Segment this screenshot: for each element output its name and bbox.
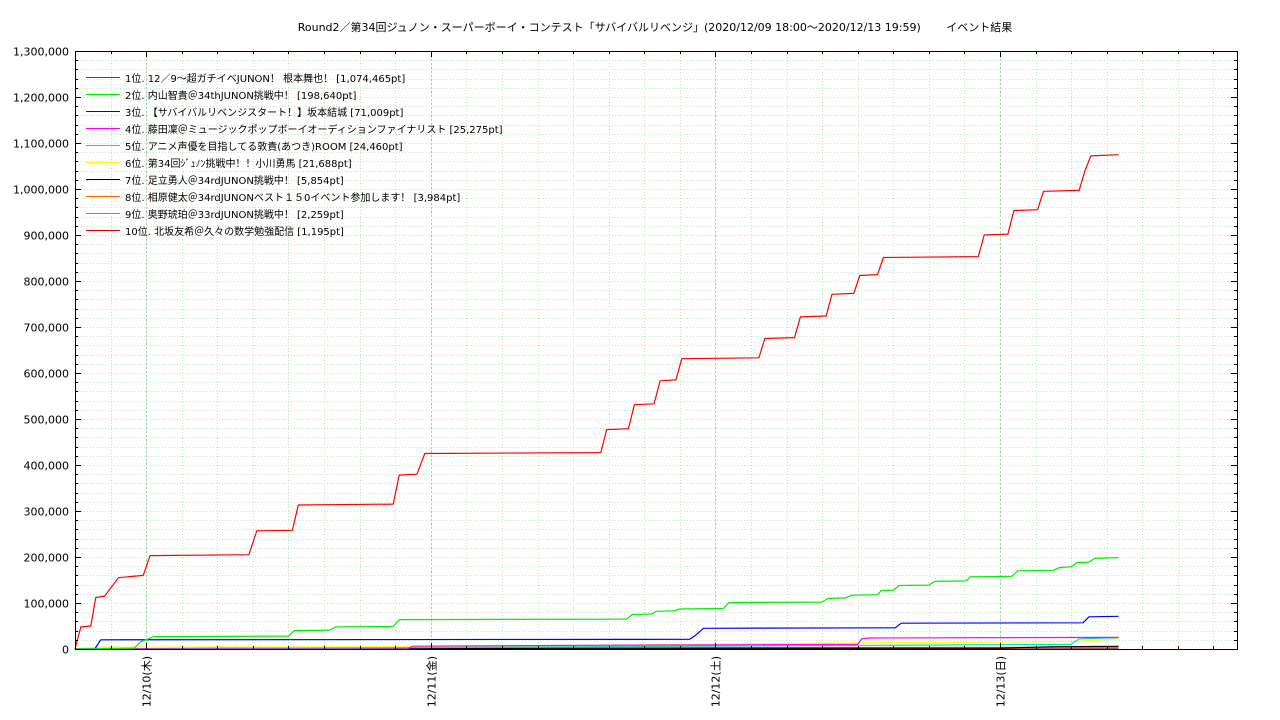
series-line-3 <box>75 615 1119 650</box>
legend-item: 4位. 藤田凜＠ミュージックポップボーイオーディションファイナリスト [25,2… <box>86 120 503 137</box>
legend-item: 6位. 第34回ｼﾞｭﾉﾝ挑戦中！！小川勇馬 [21,688pt] <box>86 154 503 171</box>
legend: 1位. 12／9〜超ガチイベJUNON！ 根本舞也！ [1,074,465pt]… <box>86 69 503 239</box>
y-tick-label: 1,200,000 <box>13 92 69 105</box>
legend-item: 8位. 相原健太＠34rdJUNONベスト１５0イベント参加します！ [3,98… <box>86 188 503 205</box>
series-line-5 <box>74 637 1119 650</box>
y-tick-label: 500,000 <box>24 414 70 427</box>
plot-frame <box>75 51 1238 650</box>
legend-swatch <box>86 111 120 112</box>
x-tick-label: 12/11(金) <box>425 656 439 707</box>
y-tick-label: 300,000 <box>24 506 70 519</box>
y-tick-label: 1,000,000 <box>13 184 69 197</box>
y-tick-label: 100,000 <box>24 598 70 611</box>
legend-swatch <box>86 128 120 129</box>
series-lines <box>74 154 1119 650</box>
legend-item: 7位. 足立勇人＠34rdJUNON挑戦中！ [5,854pt] <box>86 171 503 188</box>
y-tick-label: 0 <box>62 644 69 657</box>
legend-label: 8位. 相原健太＠34rdJUNONベスト１５0イベント参加します！ [3,98… <box>125 193 461 204</box>
legend-swatch <box>86 230 120 231</box>
legend-label: 4位. 藤田凜＠ミュージックポップボーイオーディションファイナリスト [25,2… <box>125 125 503 136</box>
legend-swatch <box>86 94 120 95</box>
legend-swatch <box>86 162 120 163</box>
legend-swatch <box>86 213 120 214</box>
y-tick-label: 700,000 <box>24 322 70 335</box>
legend-swatch <box>86 179 120 180</box>
y-tick-label: 600,000 <box>24 368 70 381</box>
legend-label: 3位. 【サバイバルリベンジスタート！】坂本結城 [71,009pt] <box>125 108 404 119</box>
grid <box>75 51 1237 650</box>
x-tick-label: 12/10(木) <box>141 656 154 707</box>
legend-item: 10位. 北坂友希＠久々の数学勉強配信 [1,195pt] <box>86 222 503 239</box>
legend-label: 7位. 足立勇人＠34rdJUNON挑戦中！ [5,854pt] <box>125 176 344 187</box>
y-tick-label: 200,000 <box>24 552 70 565</box>
legend-label: 5位. アニメ声優を目指してる敦貴(あつき)ROOM [24,460pt] <box>125 142 403 153</box>
legend-label: 2位. 内山智貴＠34thJUNON挑戦中！ [198,640pt] <box>125 91 357 102</box>
legend-swatch <box>86 145 120 146</box>
legend-label: 6位. 第34回ｼﾞｭﾉﾝ挑戦中！！小川勇馬 [21,688pt] <box>125 159 352 170</box>
y-tick-label: 1,100,000 <box>13 138 69 151</box>
series-line-1 <box>74 154 1119 650</box>
series-line-2 <box>74 557 1119 650</box>
legend-label: 1位. 12／9〜超ガチイベJUNON！ 根本舞也！ [1,074,465pt] <box>125 74 406 85</box>
legend-item: 1位. 12／9〜超ガチイベJUNON！ 根本舞也！ [1,074,465pt] <box>86 69 503 86</box>
y-tick-label: 1,300,000 <box>13 46 69 59</box>
chart-title: Round2／第34回ジュノン・スーパーボーイ・コンテスト「サバイバルリベンジ」… <box>297 21 1013 34</box>
legend-swatch <box>86 196 120 197</box>
legend-item: 3位. 【サバイバルリベンジスタート！】坂本結城 [71,009pt] <box>86 103 503 120</box>
legend-item: 9位. 奥野琥珀＠33rdJUNON挑戦中！ [2,259pt] <box>86 205 503 222</box>
legend-swatch <box>86 77 120 78</box>
y-tick-label: 800,000 <box>24 276 70 289</box>
legend-label: 9位. 奥野琥珀＠33rdJUNON挑戦中！ [2,259pt] <box>125 210 344 221</box>
x-tick-label: 12/13(日) <box>995 656 1008 707</box>
legend-label: 10位. 北坂友希＠久々の数学勉強配信 [1,195pt] <box>125 227 344 238</box>
y-tick-label: 400,000 <box>24 460 70 473</box>
series-line-4 <box>75 636 1119 650</box>
legend-item: 2位. 内山智貴＠34thJUNON挑戦中！ [198,640pt] <box>86 86 503 103</box>
y-tick-label: 900,000 <box>24 230 70 243</box>
legend-item: 5位. アニメ声優を目指してる敦貴(あつき)ROOM [24,460pt] <box>86 137 503 154</box>
x-tick-label: 12/12(土) <box>710 656 723 707</box>
